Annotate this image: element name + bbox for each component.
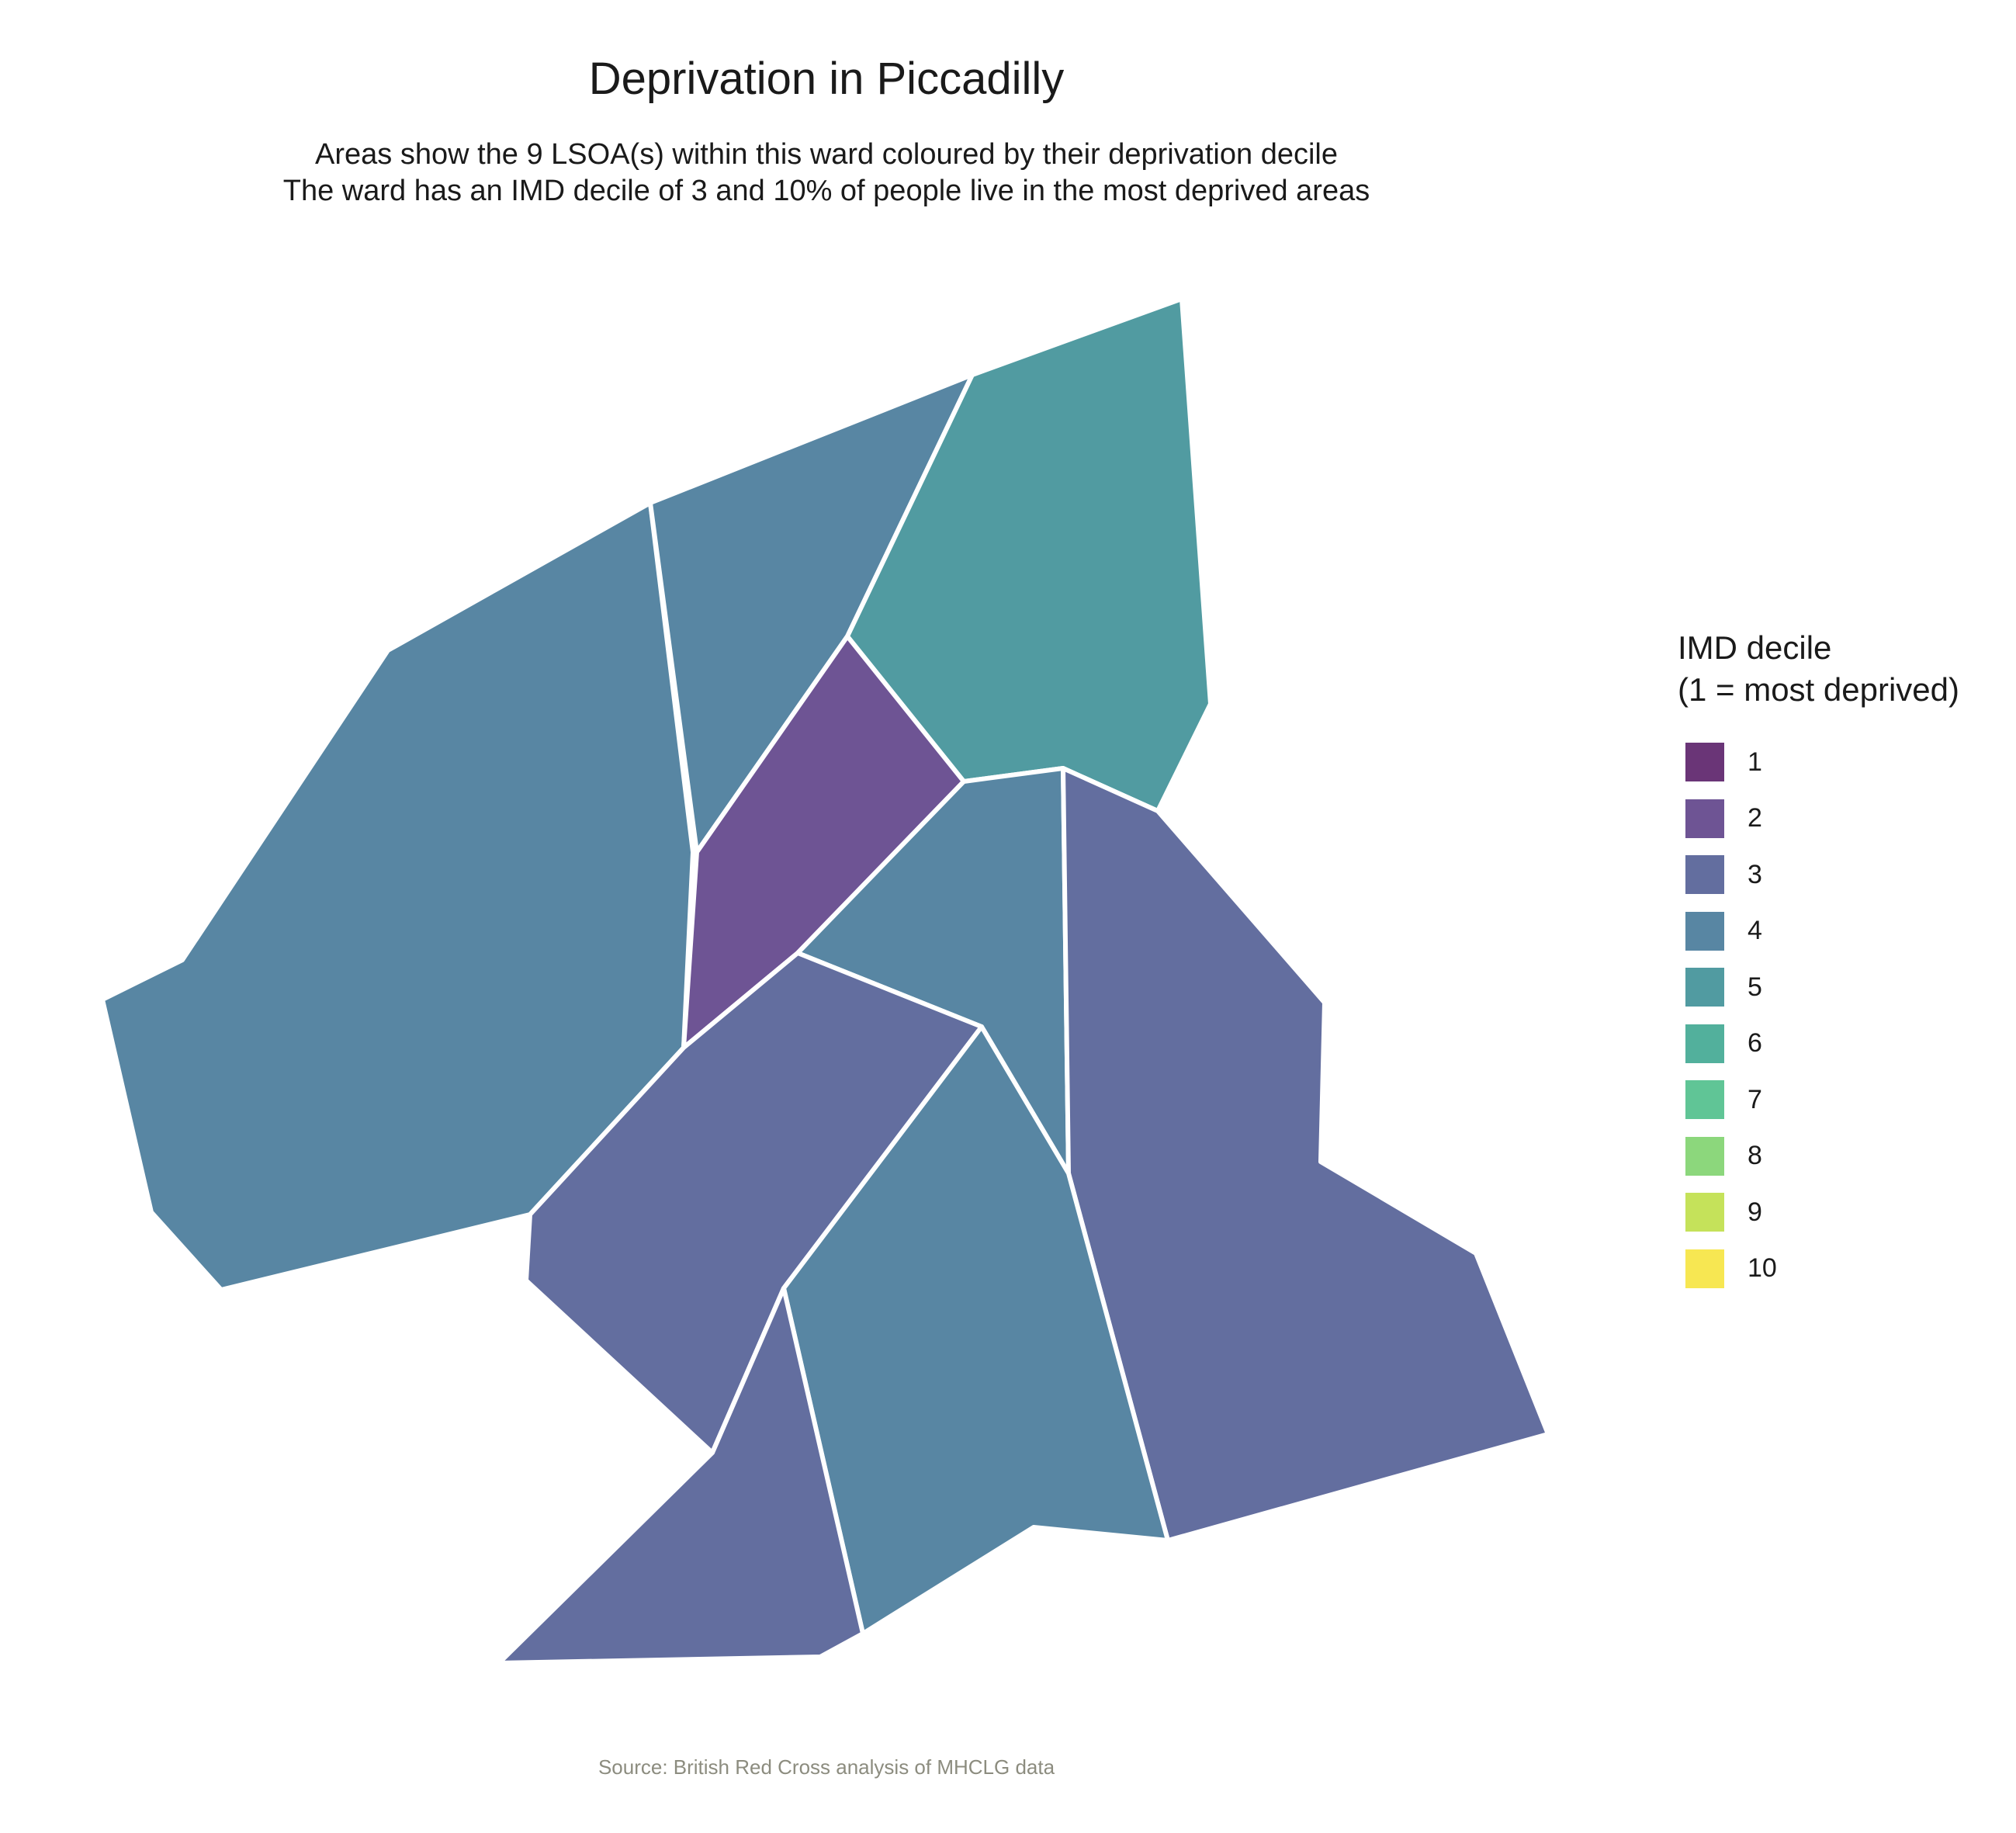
- legend-label-5: 5: [1748, 972, 1762, 1002]
- legend-item-2: 2: [1678, 791, 1959, 847]
- legend-title-line-1: IMD decile: [1678, 629, 1832, 666]
- legend-swatch-8: [1685, 1136, 1724, 1176]
- legend-swatch-3: [1685, 855, 1724, 895]
- lsoa-south-tip[interactable]: [497, 1286, 865, 1665]
- legend-label-7: 7: [1748, 1084, 1762, 1114]
- legend-swatch-1: [1685, 743, 1724, 782]
- legend-label-1: 1: [1748, 747, 1762, 777]
- legend-item-6: 6: [1678, 1016, 1959, 1072]
- legend-swatch-6: [1685, 1024, 1724, 1063]
- legend-item-10: 10: [1678, 1241, 1959, 1298]
- legend-label-10: 10: [1748, 1253, 1777, 1284]
- legend-label-6: 6: [1748, 1028, 1762, 1059]
- legend-item-5: 5: [1678, 959, 1959, 1016]
- legend-swatch-2: [1685, 799, 1724, 838]
- legend-label-3: 3: [1748, 859, 1762, 889]
- legend-swatch-9: [1685, 1193, 1724, 1232]
- legend-item-9: 9: [1678, 1184, 1959, 1241]
- map-title: Deprivation in Piccadilly: [588, 54, 1065, 104]
- legend-label-9: 9: [1748, 1197, 1762, 1227]
- legend: IMD decile (1 = most deprived) 1 2 3 4 5…: [1678, 627, 1959, 1297]
- subtitle-line-1: Areas show the 9 LSOA(s) within this war…: [315, 138, 1338, 171]
- legend-label-8: 8: [1748, 1141, 1762, 1171]
- legend-swatch-10: [1685, 1249, 1724, 1288]
- legend-item-3: 3: [1678, 847, 1959, 903]
- source-caption: Source: British Red Cross analysis of MH…: [598, 1755, 1055, 1779]
- legend-swatch-4: [1685, 911, 1724, 951]
- legend-swatch-5: [1685, 968, 1724, 1007]
- legend-label-2: 2: [1748, 803, 1762, 833]
- legend-label-4: 4: [1748, 916, 1762, 946]
- legend-swatch-7: [1685, 1080, 1724, 1120]
- legend-items: 1 2 3 4 5 6 7 8: [1678, 734, 1959, 1297]
- legend-title-line-2: (1 = most deprived): [1678, 671, 1959, 708]
- subtitle-line-2: The ward has an IMD decile of 3 and 10% …: [282, 175, 1370, 207]
- legend-item-7: 7: [1678, 1072, 1959, 1128]
- legend-item-1: 1: [1678, 734, 1959, 791]
- legend-item-4: 4: [1678, 903, 1959, 960]
- legend-item-8: 8: [1678, 1128, 1959, 1185]
